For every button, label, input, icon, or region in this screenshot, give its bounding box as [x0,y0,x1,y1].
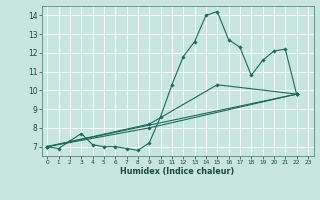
X-axis label: Humidex (Indice chaleur): Humidex (Indice chaleur) [120,167,235,176]
